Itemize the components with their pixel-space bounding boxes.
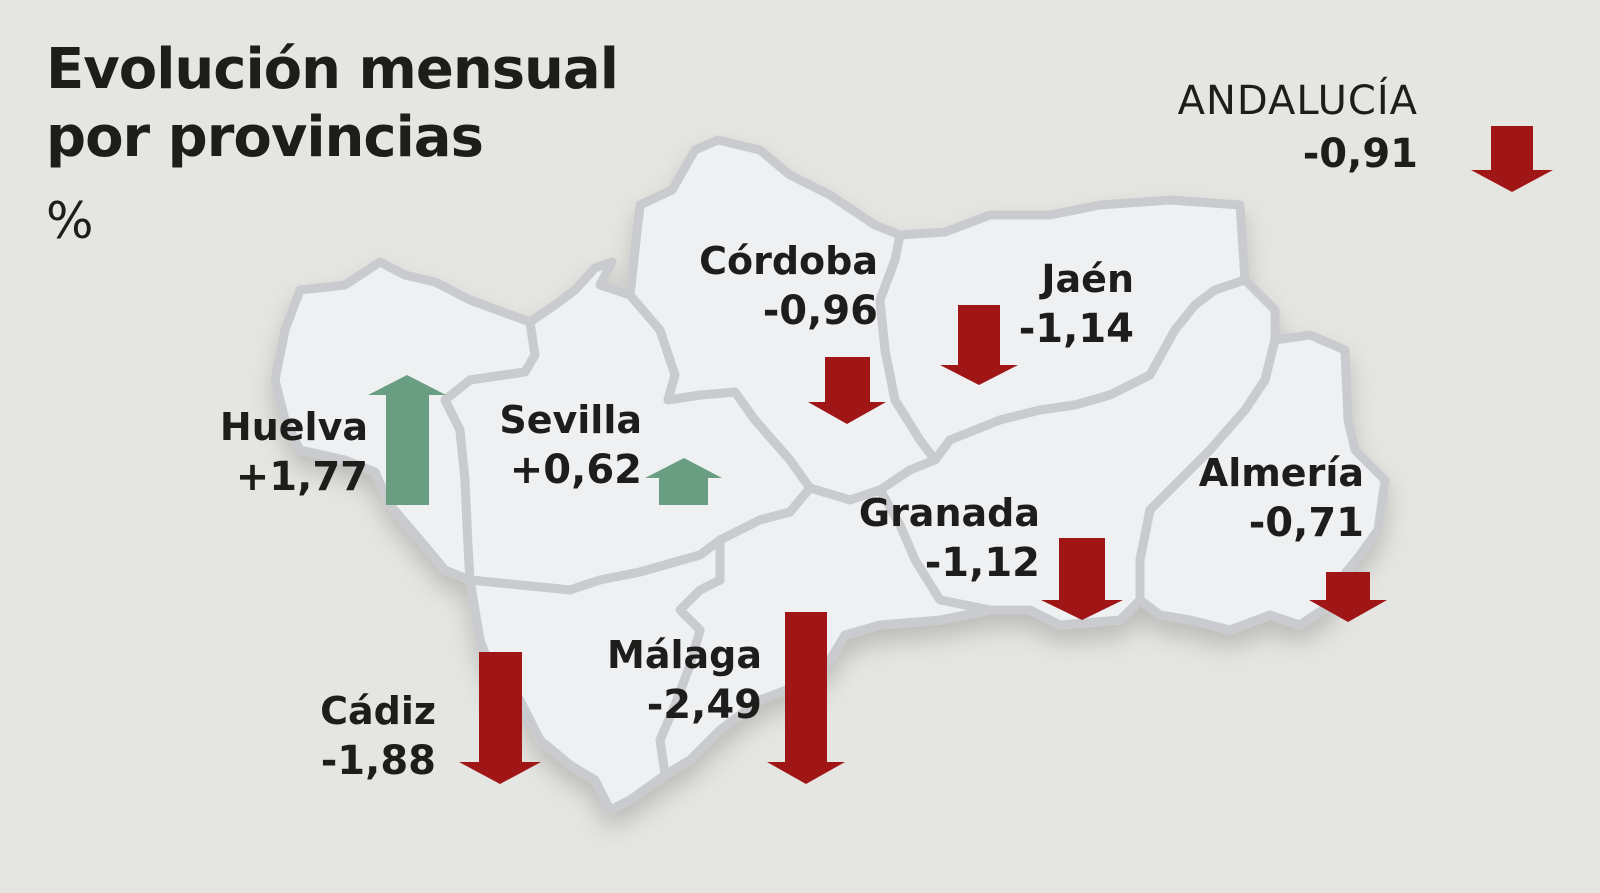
huelva-value: +1,77: [235, 454, 368, 500]
sevilla-up-arrow-icon: [645, 458, 722, 505]
cadiz-down-arrow-icon: [459, 652, 541, 784]
granada-down-arrow-icon: [1041, 538, 1123, 620]
huelva-up-arrow-icon: [368, 375, 446, 505]
malaga-name: Málaga: [607, 633, 762, 677]
cadiz-value: -1,88: [320, 738, 436, 784]
chart-title: Evolución mensual por provincias: [46, 36, 619, 172]
province-cadiz: [465, 535, 725, 815]
unit-label: %: [46, 192, 94, 250]
granada-name: Granada: [858, 491, 1040, 535]
jaen-name: Jaén: [1041, 257, 1134, 301]
almeria-name: Almería: [1198, 451, 1364, 495]
andalucia-label: ANDALUCÍA -0,91: [1178, 76, 1418, 182]
cordoba-value: -0,96: [762, 288, 878, 334]
huelva-label: Huelva +1,77: [220, 402, 368, 502]
jaen-down-arrow-icon: [940, 305, 1018, 385]
almeria-down-arrow-icon: [1309, 572, 1387, 622]
andalucia-name: ANDALUCÍA: [1177, 78, 1418, 124]
cadiz-name: Cádiz: [320, 689, 436, 733]
malaga-label: Málaga -2,49: [607, 630, 762, 730]
title-line-2: por provincias: [46, 105, 484, 170]
cordoba-label: Córdoba -0,96: [699, 236, 878, 336]
granada-label: Granada -1,12: [859, 488, 1040, 588]
sevilla-label: Sevilla +0,62: [499, 395, 642, 495]
sevilla-name: Sevilla: [499, 398, 642, 442]
almeria-label: Almería -0,71: [1199, 448, 1364, 548]
jaen-value: -1,14: [1018, 306, 1134, 352]
malaga-down-arrow-icon: [767, 612, 845, 784]
andalucia-down-arrow-icon: [1471, 126, 1553, 192]
jaen-label: Jaén -1,14: [1019, 254, 1134, 354]
almeria-value: -0,71: [1248, 500, 1364, 546]
granada-value: -1,12: [924, 540, 1040, 586]
huelva-name: Huelva: [219, 405, 368, 449]
cadiz-label: Cádiz -1,88: [320, 686, 436, 786]
title-line-1: Evolución mensual: [46, 37, 619, 102]
malaga-value: -2,49: [646, 682, 762, 728]
andalucia-value: -0,91: [1302, 131, 1418, 177]
sevilla-value: +0,62: [509, 447, 642, 493]
cordoba-name: Córdoba: [699, 239, 878, 283]
cordoba-down-arrow-icon: [808, 357, 886, 424]
province-almeria: [1135, 330, 1390, 635]
